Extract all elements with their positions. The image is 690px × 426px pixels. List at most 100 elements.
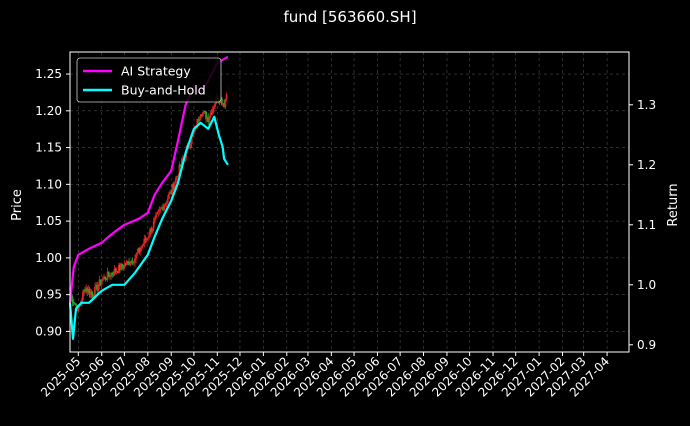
- candle-body: [117, 264, 120, 273]
- candle-body: [142, 244, 145, 246]
- candle-body: [134, 258, 136, 263]
- candle-body: [159, 208, 162, 210]
- candle-body: [100, 280, 103, 285]
- candle-body: [163, 205, 166, 210]
- candle-body: [105, 279, 108, 281]
- candle-body: [123, 264, 126, 269]
- candle-body: [200, 114, 203, 117]
- candle-body: [211, 108, 214, 114]
- candle-body: [189, 143, 192, 148]
- candle-body: [130, 260, 133, 264]
- candle-body: [110, 272, 113, 277]
- candle-body: [75, 303, 77, 306]
- candle-body: [77, 306, 80, 311]
- candle-body: [112, 274, 115, 275]
- candlesticks: [69, 92, 228, 313]
- candle-body: [151, 228, 154, 232]
- candle-body: [166, 198, 169, 203]
- candle-body: [164, 202, 167, 206]
- candle-body: [131, 260, 134, 264]
- candle-body: [149, 228, 152, 236]
- candle-body: [107, 271, 110, 276]
- candle-body: [80, 300, 83, 303]
- candle-body: [104, 276, 107, 280]
- candle-body: [132, 262, 135, 264]
- y2-tick-label: 1.2: [637, 158, 656, 172]
- candle-body: [89, 292, 92, 295]
- candle-body: [116, 271, 119, 273]
- y2-tick-label: 1.3: [637, 98, 656, 112]
- candle-body: [178, 164, 181, 176]
- candle-body: [192, 131, 195, 134]
- candle-body: [148, 235, 150, 238]
- candle-body: [188, 147, 191, 149]
- candle-body: [85, 288, 88, 292]
- candle-body: [95, 284, 97, 288]
- candle-body: [120, 263, 122, 271]
- legend-label: AI Strategy: [121, 64, 191, 79]
- candle-body: [179, 164, 182, 166]
- candle-body: [71, 296, 74, 303]
- y-tick-label: 1.15: [35, 141, 62, 155]
- chart-title: fund [563660.SH]: [283, 8, 416, 26]
- y-tick-label: 0.95: [35, 288, 62, 302]
- candle-body: [129, 263, 132, 266]
- candle-body: [199, 114, 202, 119]
- candle-body: [206, 117, 209, 120]
- candle-body: [113, 268, 116, 275]
- legend-box: [76, 57, 222, 103]
- candle-body: [109, 275, 111, 277]
- legend: AI Strategy Buy-and-Hold: [76, 57, 222, 103]
- y-axis-label: Price: [10, 189, 25, 221]
- candle-body: [203, 111, 205, 113]
- candle-body: [201, 112, 204, 117]
- candle-body: [177, 175, 180, 177]
- candle-body: [171, 184, 174, 194]
- candle-body: [160, 207, 163, 209]
- y-tick-label: 0.90: [35, 324, 62, 338]
- candle-body: [170, 191, 173, 194]
- candle-body: [158, 209, 161, 211]
- candle-body: [224, 98, 227, 107]
- axes: 0.90 0.95 1.00 1.05 1.10 1.15 1.20 1.25 0.9 1.0 1.…: [35, 67, 656, 400]
- candle-body: [152, 221, 155, 229]
- candle-body: [180, 159, 183, 166]
- y-tick-label: 1.25: [35, 67, 62, 81]
- candle-body: [205, 111, 207, 120]
- candle-body: [190, 136, 193, 144]
- y2-tick-label: 1.1: [637, 218, 656, 232]
- y2-tick-label: 1.0: [637, 278, 656, 292]
- candle-body: [72, 302, 75, 304]
- candle-body: [90, 292, 93, 294]
- candle-body: [157, 210, 160, 213]
- candle-body: [97, 285, 100, 291]
- candle-body: [223, 103, 226, 107]
- candle-body: [122, 266, 125, 269]
- y-tick-label: 1.20: [35, 104, 62, 118]
- candle-body: [103, 276, 105, 279]
- y2-axis-label: Return: [666, 183, 681, 226]
- candle-body: [145, 238, 148, 241]
- candle-body: [138, 247, 141, 252]
- candle-body: [106, 271, 109, 280]
- candle-body: [83, 289, 85, 293]
- candle-body: [114, 268, 117, 272]
- candle-body: [139, 248, 142, 252]
- candle-body: [176, 175, 178, 178]
- candle-body: [111, 272, 114, 275]
- candle-body: [196, 118, 199, 128]
- candle-body: [143, 238, 146, 245]
- candle-body: [98, 279, 101, 286]
- candle-body: [213, 106, 215, 109]
- candle-body: [115, 271, 118, 273]
- candle-body: [150, 228, 153, 232]
- candle-body: [91, 293, 94, 298]
- candle-body: [119, 264, 121, 271]
- candle-body: [208, 117, 211, 123]
- candle-body: [136, 252, 139, 255]
- y-tick-label: 1.10: [35, 177, 62, 191]
- candle-body: [137, 247, 140, 253]
- grid: [70, 52, 629, 352]
